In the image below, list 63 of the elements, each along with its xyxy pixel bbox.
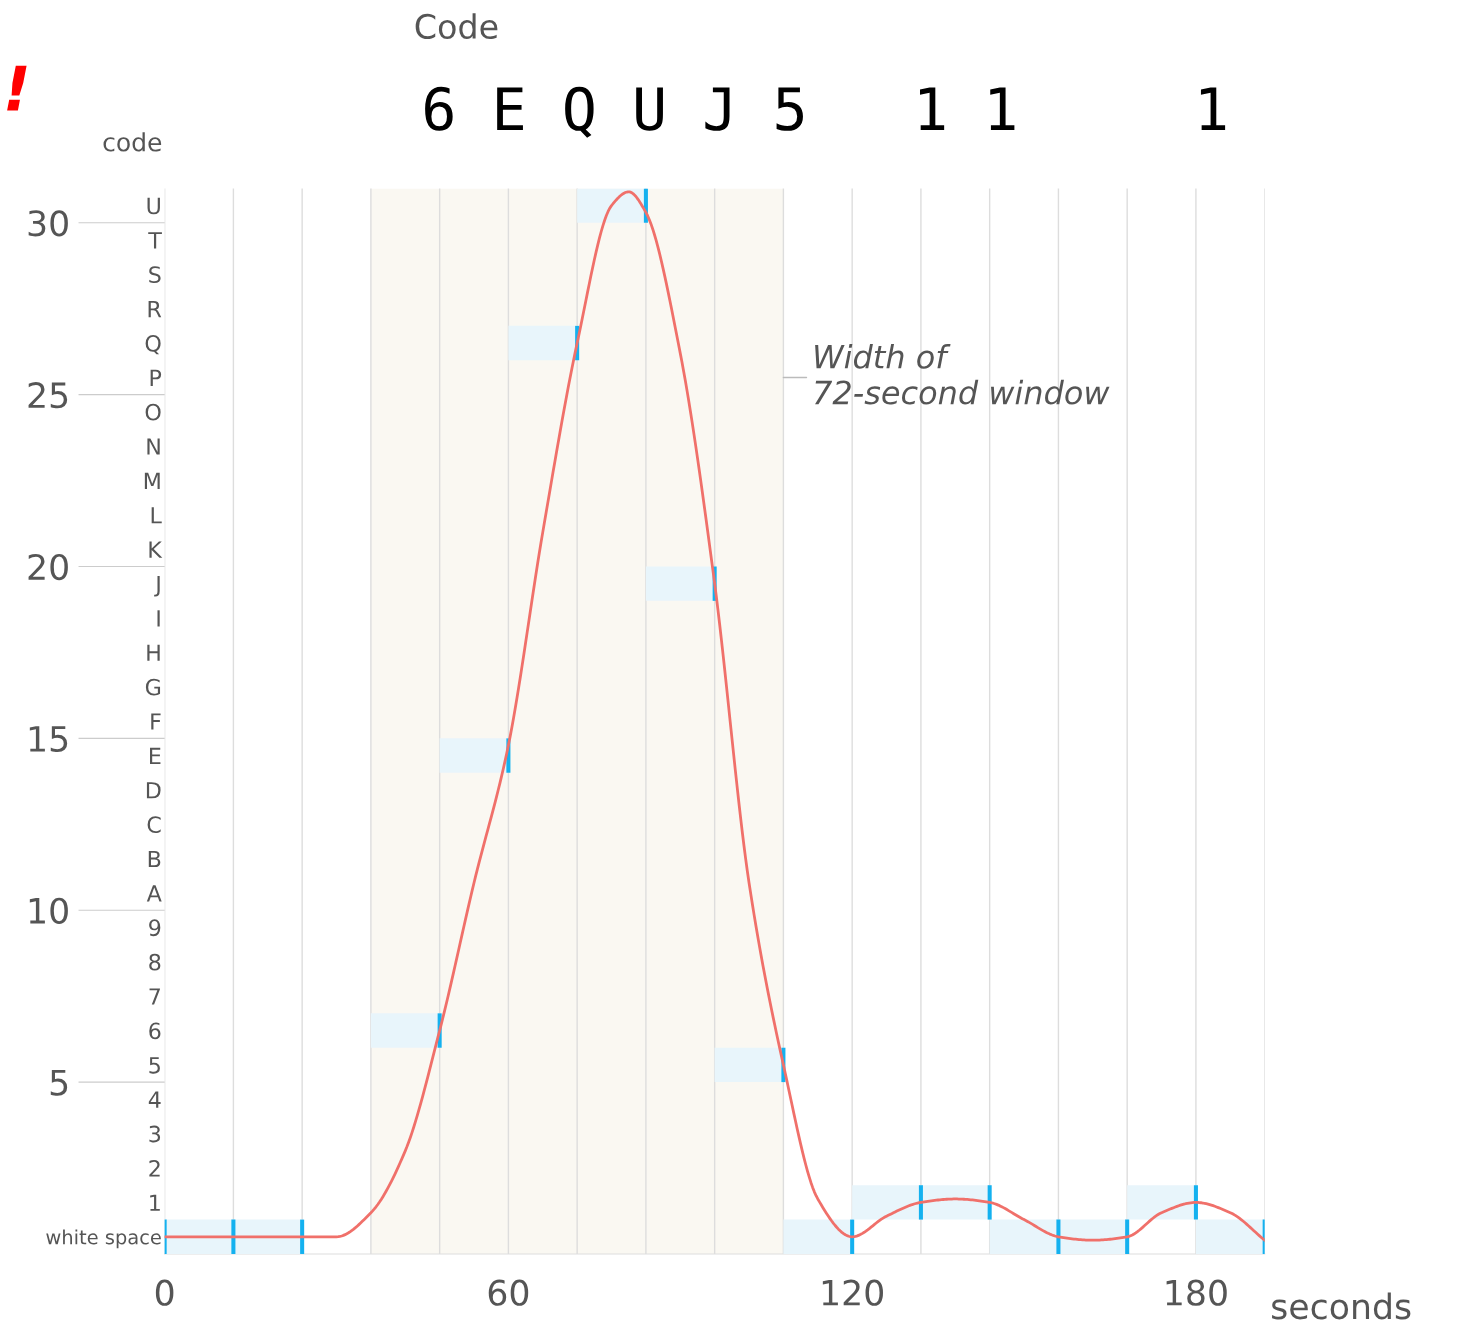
x-tick-label: 0 bbox=[155, 1279, 174, 1306]
x-tick-label: 120 bbox=[822, 1279, 883, 1306]
y2-tick-label: 8 bbox=[149, 953, 161, 971]
bar bbox=[439, 738, 509, 773]
y2-tick-label: G bbox=[145, 678, 161, 696]
y2-axis-title: code bbox=[103, 132, 162, 152]
bar bbox=[1193, 1185, 1198, 1220]
y2-tick-label: F bbox=[151, 713, 161, 730]
bar bbox=[1127, 1185, 1196, 1220]
y2-tick-label: M bbox=[144, 472, 160, 489]
y2-tick-label: 3 bbox=[149, 1125, 161, 1143]
bar bbox=[783, 1219, 853, 1254]
text: ! bbox=[7, 65, 27, 111]
y2-tick-label: O bbox=[145, 403, 161, 421]
bar bbox=[1195, 1219, 1265, 1254]
band-label: Width of 72-second window bbox=[815, 344, 1110, 405]
y2-tick-label: H bbox=[147, 644, 160, 661]
y2-tick-label: K bbox=[149, 541, 163, 558]
y2-tick-label: 6 bbox=[149, 1022, 161, 1040]
bar bbox=[1056, 1219, 1061, 1254]
chart-subtitle: 6 E Q U J 5 1 1 1 bbox=[425, 86, 1226, 138]
y2-tick-label: T bbox=[148, 232, 162, 249]
x-tick-label: 180 bbox=[1166, 1279, 1227, 1306]
y2-tick-label: A bbox=[146, 885, 162, 902]
bar bbox=[918, 1185, 923, 1220]
y2-tick-label: U bbox=[147, 197, 160, 215]
y2-tick-label: C bbox=[147, 816, 161, 834]
x-axis-title: seconds bbox=[1272, 1292, 1411, 1320]
bar bbox=[164, 1219, 167, 1254]
y2-tick-label: J bbox=[154, 575, 160, 597]
y2-tick-label: 5 bbox=[149, 1057, 160, 1074]
y2-tick-label: white space bbox=[46, 1229, 161, 1249]
y2-tick-label: 4 bbox=[148, 1091, 161, 1108]
y2-tick-label: B bbox=[148, 850, 161, 868]
y2-tick-label: S bbox=[149, 266, 161, 284]
y2-tick-label: 7 bbox=[149, 988, 160, 1005]
y-tick-label: 25 bbox=[28, 382, 68, 409]
bar bbox=[645, 566, 715, 601]
y-tick-label: 30 bbox=[28, 210, 68, 237]
chart-title: Code bbox=[415, 13, 498, 40]
bar bbox=[370, 1013, 440, 1048]
y2-tick-label: 2 bbox=[149, 1159, 160, 1177]
y2-tick-label: P bbox=[150, 369, 162, 386]
bar bbox=[714, 1047, 784, 1083]
y2-tick-label: N bbox=[147, 438, 160, 455]
x-tick-label: 60 bbox=[488, 1279, 529, 1306]
bar bbox=[987, 1185, 992, 1220]
y2-tick-label: R bbox=[148, 300, 162, 318]
y-tick-label: 15 bbox=[29, 726, 68, 753]
bar bbox=[508, 325, 578, 361]
y2-tick-label: E bbox=[150, 747, 161, 764]
y-tick-label: 20 bbox=[28, 553, 68, 581]
y2-tick-label: L bbox=[151, 507, 162, 524]
y-tick-label: 5 bbox=[50, 1069, 68, 1096]
bar bbox=[989, 1219, 1059, 1254]
y-tick-label: 10 bbox=[29, 897, 68, 924]
y2-tick-label: 9 bbox=[149, 919, 161, 937]
bar bbox=[1125, 1219, 1130, 1254]
y2-tick-label: D bbox=[146, 782, 161, 799]
y2-tick-label: 1 bbox=[150, 1194, 160, 1211]
bar bbox=[852, 1185, 921, 1220]
y2-tick-label: Q bbox=[145, 335, 161, 355]
y2-tick-label: I bbox=[157, 610, 160, 627]
